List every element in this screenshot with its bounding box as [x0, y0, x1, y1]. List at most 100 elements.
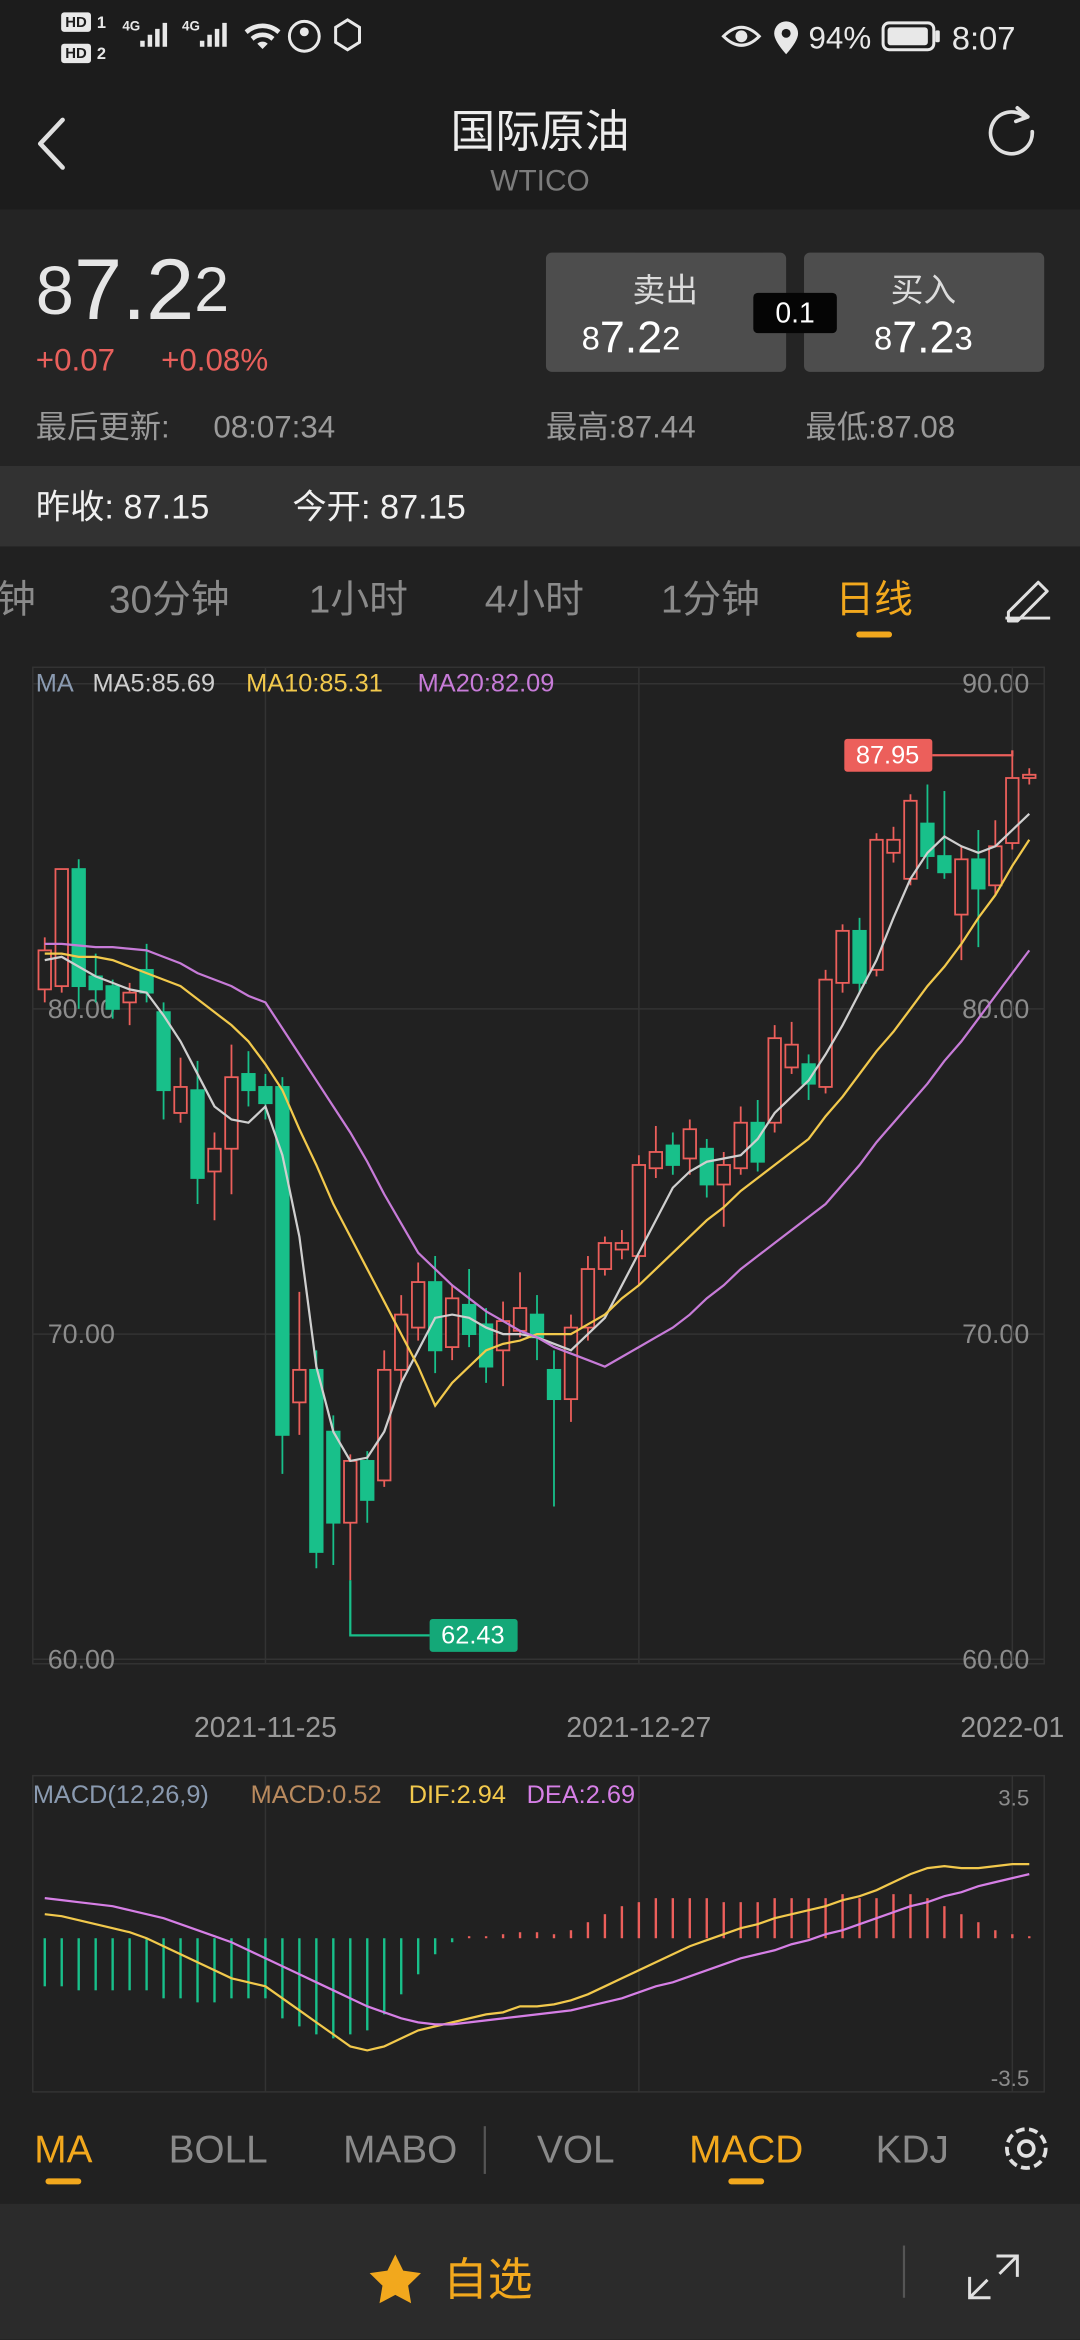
- candle-body: [665, 1144, 680, 1166]
- price-main: 7.2: [892, 313, 954, 363]
- candle-body: [461, 1303, 477, 1335]
- hand-icon: [334, 18, 361, 52]
- y-tick-label: 70.00: [48, 1319, 115, 1349]
- period-tab[interactable]: 1分钟: [661, 579, 760, 622]
- candle-body: [767, 1037, 782, 1124]
- period-tab[interactable]: 钟: [0, 579, 36, 622]
- updated-label: 最后更新:: [36, 410, 170, 445]
- location-dot: [781, 28, 791, 38]
- candle-body: [563, 1326, 579, 1401]
- period-tabs: 钟 30分钟 1小时 4小时 1分钟 日线: [0, 579, 913, 638]
- y-tick-label: 70.00: [962, 1319, 1029, 1349]
- period-tab[interactable]: 4小时: [485, 579, 584, 622]
- chart-frame: [32, 666, 1045, 1665]
- privacy-icon-head: [299, 27, 309, 37]
- period-tab[interactable]: 日线: [835, 579, 913, 622]
- refresh-button[interactable]: [988, 106, 1035, 156]
- open-price: 今开: 87.15: [292, 489, 465, 527]
- candle-body: [309, 1368, 324, 1553]
- candle-body: [275, 1086, 290, 1436]
- period-tab[interactable]: 1小时: [309, 579, 408, 622]
- signal-icon: [140, 22, 168, 47]
- tab-underline: [728, 2178, 765, 2185]
- candle-body: [377, 1368, 392, 1482]
- indicator-tab[interactable]: BOLL: [169, 2129, 268, 2172]
- indicator-tab[interactable]: KDJ: [876, 2129, 949, 2172]
- signal-icon: [199, 22, 227, 47]
- back-button[interactable]: [38, 117, 65, 170]
- legend-entry: MACD:0.52: [251, 1781, 382, 1809]
- macd-chart: 3.5 -3.5 MACD(12,26,9) MACD:0.52 DIF:2.94 DEA…: [33, 1781, 1031, 2091]
- candle-body: [631, 1164, 647, 1257]
- min-leader: [349, 1580, 430, 1637]
- privacy-icon: [287, 19, 321, 53]
- legend-title: MA: [36, 670, 74, 698]
- indicator-title: MACD(12,26,9): [33, 1781, 209, 1809]
- last-price: 87.22: [36, 242, 229, 338]
- indicator-tab[interactable]: MA: [34, 2129, 92, 2172]
- candle-body: [478, 1323, 494, 1368]
- candle-body: [224, 1076, 239, 1150]
- price-tail: 3: [954, 319, 972, 356]
- candle-body: [818, 978, 833, 1088]
- sell-box: [545, 252, 787, 372]
- legend-entry: DEA:2.69: [527, 1781, 635, 1809]
- candle-body: [937, 855, 952, 874]
- max-label: 87.95: [856, 741, 919, 769]
- candle-body: [156, 1011, 171, 1092]
- candle-body: [411, 1281, 426, 1329]
- watchlist-button[interactable]: 自选: [369, 2254, 533, 2305]
- chart-bg: [0, 546, 1080, 2204]
- candle-body: [988, 845, 1003, 887]
- candlestick-chart: 90.00 80.00 80.00 70.00 70.00 60.00 60.00 2021-…: [32, 667, 1064, 2092]
- buy-price: 87.23: [874, 313, 973, 363]
- fullscreen-button[interactable]: [968, 2254, 1019, 2300]
- price-tail: 2: [194, 255, 229, 325]
- candle-body: [546, 1368, 562, 1401]
- candle-body: [343, 1460, 358, 1524]
- battery-icon: [881, 21, 936, 52]
- candle-body: [903, 799, 918, 880]
- header-subtitle: WTICO: [490, 164, 589, 197]
- buy-button[interactable]: 买入 87.23: [804, 252, 1045, 372]
- footer-bg: [0, 2203, 1080, 2340]
- summary-bg: [0, 465, 1080, 547]
- buy-label: 买入: [891, 271, 957, 308]
- price-main: 7.2: [600, 313, 662, 363]
- x-tick-label: 2022-01: [960, 1712, 1064, 1744]
- macd-line: [44, 1873, 1030, 2026]
- price-change-pct: +0.08%: [161, 343, 268, 378]
- clock: 8:07: [952, 19, 1016, 56]
- period-tab[interactable]: 30分钟: [109, 579, 230, 622]
- sell-label: 卖出: [633, 271, 699, 308]
- candle-body: [614, 1242, 630, 1251]
- x-tick-label: 2021-11-25: [194, 1712, 337, 1744]
- sell-price: 87.22: [582, 313, 681, 363]
- candle-body: [258, 1086, 273, 1105]
- y-tick-label: 90.00: [962, 669, 1029, 699]
- candle-body: [580, 1268, 596, 1329]
- candle-body: [444, 1297, 460, 1348]
- indicator-tab[interactable]: MABO: [343, 2129, 457, 2172]
- price-main: 7.2: [74, 242, 194, 338]
- candle-body: [326, 1430, 341, 1524]
- candle-body: [920, 822, 935, 857]
- candle-body: [105, 985, 120, 1010]
- candle-body: [954, 858, 969, 916]
- network-type: 4G: [182, 18, 200, 33]
- indicator-tab[interactable]: VOL: [537, 2129, 615, 2172]
- indicator-tab[interactable]: MACD: [689, 2129, 803, 2172]
- edit-button[interactable]: [1005, 580, 1051, 623]
- x-tick-label: 2021-12-27: [566, 1712, 711, 1744]
- candle-body: [54, 868, 69, 988]
- gear-inner: [1016, 2139, 1036, 2158]
- buy-box: [804, 252, 1045, 372]
- prev-close: 昨收: 87.15: [36, 489, 209, 527]
- settings-button[interactable]: [1005, 2127, 1048, 2170]
- candle-body: [682, 1128, 697, 1160]
- sell-button[interactable]: 卖出 87.22: [545, 252, 787, 372]
- gear-outer: [1005, 2127, 1048, 2170]
- network-type: 4G: [122, 18, 140, 33]
